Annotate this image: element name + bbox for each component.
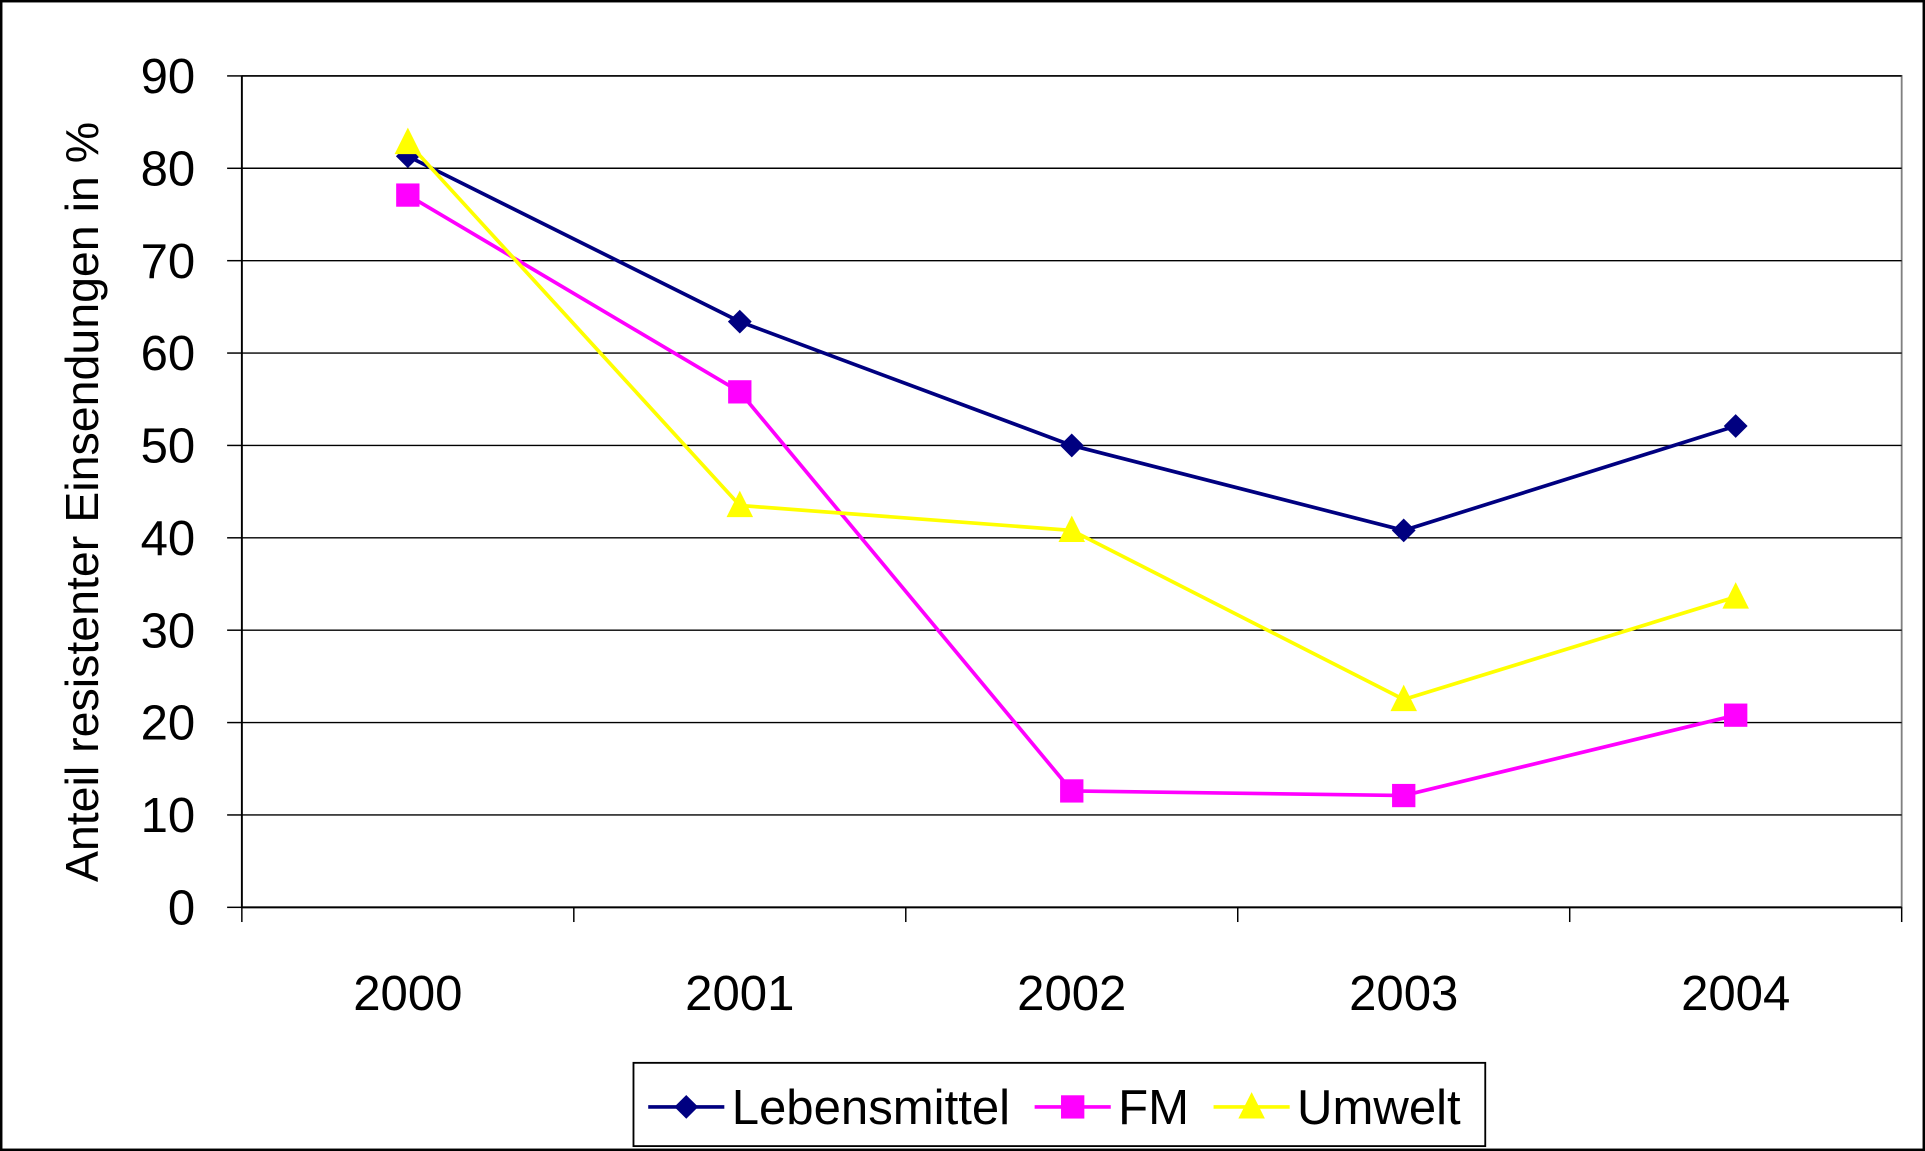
- y-tick-label: 90: [141, 50, 196, 104]
- data-point: [1059, 433, 1084, 458]
- legend-label: Lebensmittel: [732, 1081, 1010, 1135]
- x-tick-label: 2001: [685, 967, 794, 1021]
- data-point: [1392, 783, 1416, 808]
- y-tick-label: 60: [141, 327, 196, 381]
- x-tick-label: 2003: [1349, 967, 1458, 1021]
- y-tick-label: 10: [141, 789, 196, 843]
- data-point: [727, 309, 752, 334]
- y-axis-title: Anteil resistenter Einsendungen in %: [56, 122, 108, 882]
- legend-marker: [1238, 1092, 1265, 1119]
- legend: Lebensmittel FM Umwelt: [632, 1061, 1487, 1148]
- legend-box: [632, 1061, 1487, 1148]
- data-point: [396, 183, 420, 207]
- data-point: [1391, 518, 1416, 543]
- data-point: [1390, 684, 1417, 712]
- y-tick-label: 80: [141, 142, 196, 196]
- y-tick-label: 20: [141, 697, 196, 751]
- x-tick-label: 2004: [1681, 967, 1790, 1021]
- legend-label: Umwelt: [1297, 1081, 1461, 1135]
- y-tick-label: 30: [141, 604, 196, 658]
- y-tick-label: 0: [168, 882, 195, 936]
- data-point: [1722, 582, 1749, 609]
- data-point: [394, 127, 422, 155]
- data-point: [726, 490, 754, 518]
- y-tick-label: 50: [141, 420, 196, 474]
- data-point: [1060, 779, 1084, 803]
- legend-label: FM: [1118, 1081, 1189, 1135]
- data-point: [1724, 703, 1748, 727]
- data-point: [1723, 414, 1748, 438]
- data-point: [1058, 515, 1086, 543]
- legend-marker: [1061, 1095, 1085, 1119]
- plot-area: [240, 74, 1903, 909]
- y-tick-label: 70: [141, 235, 196, 289]
- x-tick-label: 2002: [1017, 967, 1126, 1021]
- y-tick-label: 40: [141, 512, 196, 566]
- x-tick-label: 2000: [353, 967, 462, 1021]
- legend-marker: [674, 1095, 699, 1119]
- data-point: [728, 380, 752, 404]
